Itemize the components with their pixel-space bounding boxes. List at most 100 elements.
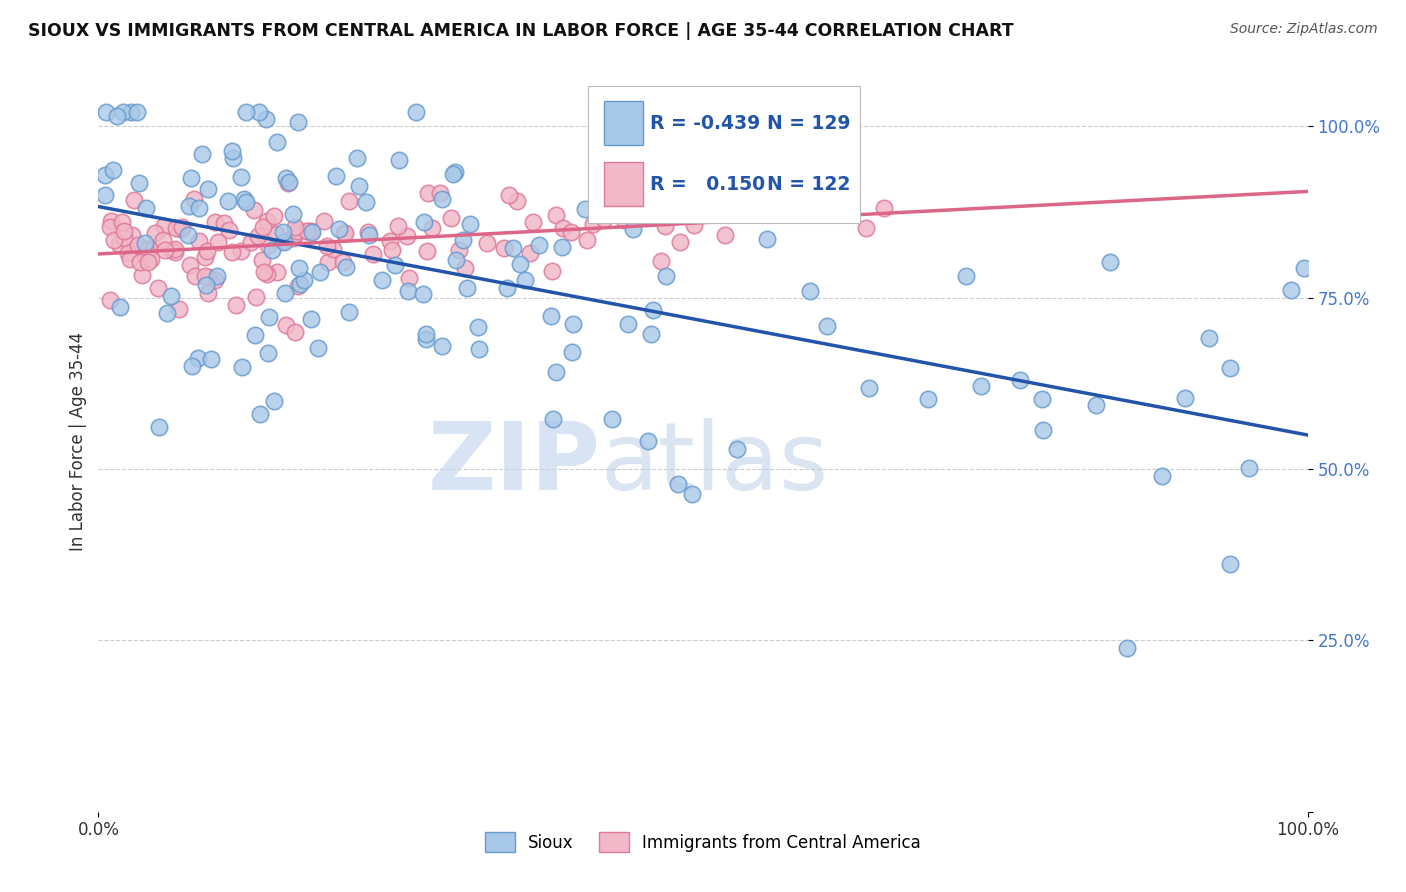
Point	[309, 265, 332, 279]
Point	[156, 306, 179, 320]
Point	[136, 250, 159, 264]
Point	[396, 228, 419, 243]
Point	[254, 112, 277, 127]
Point	[1219, 558, 1241, 572]
Point	[163, 243, 186, 257]
Point	[222, 151, 245, 165]
Point	[681, 487, 703, 501]
Point	[225, 297, 247, 311]
Point	[127, 238, 149, 252]
Point	[467, 342, 489, 356]
Point	[212, 217, 235, 231]
Point	[136, 255, 159, 269]
Point	[713, 227, 735, 242]
Point	[621, 222, 644, 236]
Point	[153, 219, 176, 234]
Point	[602, 412, 624, 426]
Point	[396, 284, 419, 298]
Text: atlas: atlas	[600, 417, 828, 509]
Point	[551, 240, 574, 254]
Point	[250, 253, 273, 268]
Text: SIOUX VS IMMIGRANTS FROM CENTRAL AMERICA IN LABOR FORCE | AGE 35-44 CORRELATION : SIOUX VS IMMIGRANTS FROM CENTRAL AMERICA…	[28, 22, 1014, 40]
Point	[955, 269, 977, 284]
Point	[200, 352, 222, 367]
Point	[117, 245, 139, 260]
Point	[229, 170, 252, 185]
Point	[378, 235, 401, 249]
Point	[655, 268, 678, 283]
Point	[527, 238, 550, 252]
Point	[1032, 424, 1054, 438]
Point	[443, 165, 465, 179]
Point	[509, 256, 531, 270]
Point	[170, 222, 193, 236]
Point	[246, 228, 269, 243]
Point	[183, 193, 205, 207]
Point	[283, 231, 305, 245]
Point	[1219, 361, 1241, 376]
Point	[167, 302, 190, 317]
Point	[1031, 392, 1053, 406]
Point	[756, 232, 779, 246]
Point	[617, 317, 640, 331]
Point	[245, 290, 267, 304]
Point	[98, 219, 121, 234]
Point	[188, 234, 211, 248]
Point	[333, 226, 356, 240]
Point	[1099, 254, 1122, 268]
Point	[134, 235, 156, 250]
Point	[287, 115, 309, 129]
Point	[276, 318, 298, 332]
Point	[274, 170, 297, 185]
Point	[257, 310, 280, 324]
Point	[111, 105, 134, 120]
Point	[179, 199, 201, 213]
Point	[440, 211, 463, 226]
Point	[135, 202, 157, 216]
Point	[181, 359, 204, 373]
Point	[256, 214, 278, 228]
Point	[240, 235, 263, 250]
Point	[415, 244, 437, 259]
Point	[299, 224, 322, 238]
Point	[560, 225, 582, 239]
Point	[107, 236, 129, 251]
Point	[273, 235, 295, 250]
Point	[1237, 461, 1260, 475]
Point	[112, 231, 135, 245]
Point	[98, 293, 121, 307]
Point	[640, 327, 662, 342]
Point	[103, 233, 125, 247]
Point	[384, 258, 406, 272]
Point	[112, 224, 135, 238]
Point	[252, 265, 274, 279]
Point	[221, 145, 243, 159]
FancyBboxPatch shape	[588, 87, 860, 223]
Point	[94, 168, 117, 182]
Point	[264, 227, 287, 241]
Point	[131, 268, 153, 282]
Point	[363, 247, 385, 261]
Point	[683, 218, 706, 232]
Point	[1115, 640, 1137, 655]
Point	[128, 176, 150, 190]
Point	[207, 235, 229, 249]
Point	[387, 219, 409, 234]
Point	[295, 224, 318, 238]
Point	[370, 273, 392, 287]
Point	[235, 195, 257, 210]
Point	[430, 339, 453, 353]
Point	[277, 176, 299, 190]
Point	[799, 284, 821, 298]
Point	[592, 211, 614, 226]
Point	[540, 309, 562, 323]
Point	[143, 226, 166, 240]
Point	[148, 419, 170, 434]
Point	[415, 326, 437, 341]
Point	[420, 221, 443, 235]
Point	[118, 252, 141, 267]
Point	[467, 319, 489, 334]
Point	[1085, 398, 1108, 412]
Point	[1150, 468, 1173, 483]
Point	[543, 412, 565, 426]
